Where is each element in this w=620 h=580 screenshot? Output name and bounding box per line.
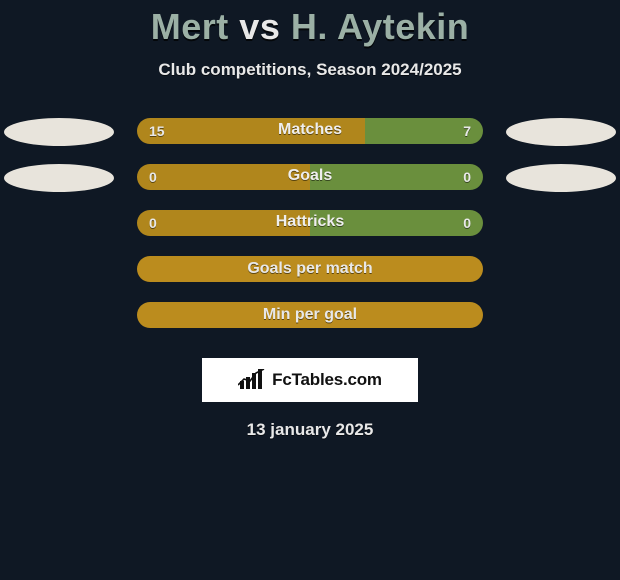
player2-marker bbox=[506, 118, 616, 146]
brand-badge: FcTables.com bbox=[202, 358, 418, 402]
stat-bar: 157Matches bbox=[137, 118, 483, 144]
brand-text: FcTables.com bbox=[272, 370, 382, 390]
stat-left-value: 15 bbox=[137, 118, 365, 144]
stat-left-value: 0 bbox=[137, 164, 310, 190]
player1-marker bbox=[4, 118, 114, 146]
stat-right-value: 0 bbox=[310, 164, 483, 190]
player2-name: H. Aytekin bbox=[291, 6, 469, 47]
stat-row: 00Goals bbox=[0, 164, 620, 210]
vs-text: vs bbox=[239, 6, 280, 47]
stat-row: 00Hattricks bbox=[0, 210, 620, 256]
date-text: 13 january 2025 bbox=[0, 420, 620, 440]
stat-row: Min per goal bbox=[0, 302, 620, 348]
brand-chart-icon bbox=[238, 369, 266, 391]
player2-marker bbox=[506, 164, 616, 192]
stat-row: 157Matches bbox=[0, 118, 620, 164]
stat-label: Min per goal bbox=[137, 302, 483, 328]
subtitle: Club competitions, Season 2024/2025 bbox=[0, 60, 620, 80]
player1-marker bbox=[4, 164, 114, 192]
stat-bar: 00Hattricks bbox=[137, 210, 483, 236]
stat-label: Goals per match bbox=[137, 256, 483, 282]
stat-right-value: 7 bbox=[365, 118, 483, 144]
stat-bar: 00Goals bbox=[137, 164, 483, 190]
stat-rows: 157Matches 00Goals 00Hattricks Goals per ma… bbox=[0, 118, 620, 348]
stat-right-value: 0 bbox=[310, 210, 483, 236]
stat-left-value: 0 bbox=[137, 210, 310, 236]
stat-row: Goals per match bbox=[0, 256, 620, 302]
player1-name: Mert bbox=[151, 6, 229, 47]
page-title: Mert vs H. Aytekin bbox=[0, 0, 620, 48]
